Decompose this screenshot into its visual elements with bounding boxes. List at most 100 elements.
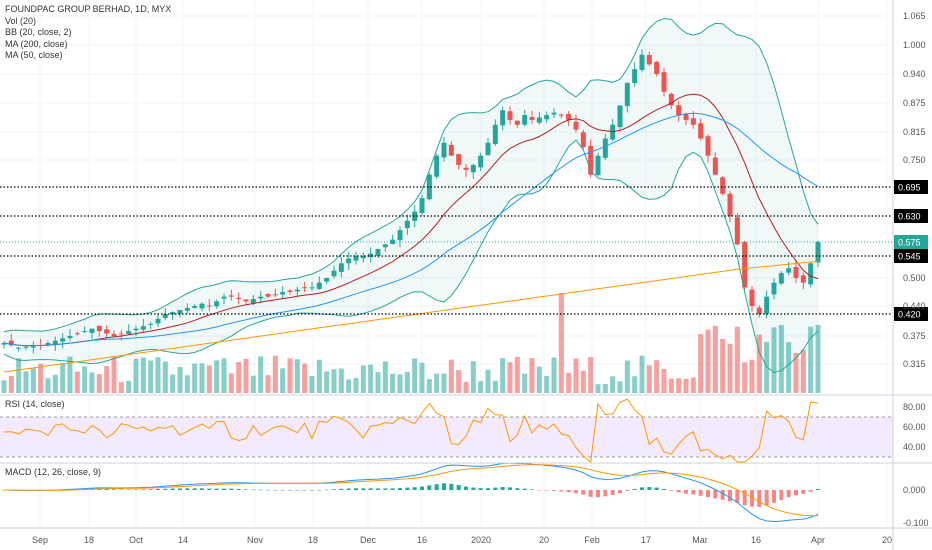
macd-histogram-bar	[251, 489, 256, 491]
candle-body	[485, 142, 491, 156]
price-tick-label: 0.750	[903, 155, 926, 165]
volume-bar	[192, 363, 198, 393]
macd-histogram-bar	[515, 488, 520, 490]
time-tick-label: 16	[417, 535, 427, 545]
macd-histogram-bar	[559, 490, 564, 492]
macd-tick-label: 0.000	[903, 485, 926, 495]
candle-body	[705, 136, 711, 156]
candle-body	[177, 310, 183, 314]
bollinger-basis	[3, 93, 819, 347]
candle-body	[236, 297, 242, 299]
macd-histogram-bar	[596, 490, 600, 498]
symbol-title[interactable]: FOUNDPAC GROUP BERHAD, 1D, MYX	[5, 4, 172, 14]
volume-bar	[133, 358, 139, 393]
time-tick-label: 18	[84, 535, 94, 545]
macd-histogram-bar	[310, 489, 314, 491]
macd-histogram-bar	[530, 489, 534, 490]
macd-histogram-bar	[456, 485, 461, 490]
candle-body	[668, 93, 674, 106]
macd-signal-line	[4, 464, 819, 517]
volume-bar	[30, 367, 36, 393]
candle-body	[742, 241, 748, 288]
volume-bar	[309, 375, 315, 393]
macd-histogram-bar	[698, 490, 703, 496]
candle-body	[676, 105, 682, 116]
candle-body	[786, 268, 792, 273]
time-tick-label: Oct	[129, 535, 144, 545]
volume-bar	[742, 362, 748, 393]
macd-histogram-bar	[625, 490, 630, 491]
macd-histogram-bar	[493, 487, 498, 490]
macd-histogram-bar	[632, 489, 637, 490]
macd-legend[interactable]: MACD (12, 26, close, 9)	[5, 467, 102, 477]
macd-histogram-bar	[478, 488, 483, 490]
candle-body	[441, 142, 447, 158]
volume-bar	[617, 381, 623, 393]
candle-body	[199, 303, 205, 309]
macd-histogram-bar	[332, 489, 336, 490]
volume-bar	[280, 368, 286, 393]
moving-average-lines	[3, 18, 819, 373]
macd-histogram-bar	[288, 489, 292, 491]
macd-histogram-bar	[676, 490, 681, 493]
legend-volume[interactable]: Vol (20)	[5, 15, 37, 26]
candle-body	[470, 164, 476, 173]
volume-bar	[111, 356, 117, 393]
macd-histogram-bar	[266, 489, 270, 491]
macd-histogram-bar	[808, 490, 813, 492]
candle-body	[221, 296, 227, 299]
candle-body	[522, 115, 528, 125]
macd-histogram-bar	[537, 490, 542, 491]
rsi-tick-label: 40.00	[903, 442, 926, 452]
volume-bar	[155, 357, 161, 393]
volume-bar	[668, 378, 674, 393]
legend-ma50[interactable]: MA (50, close)	[5, 50, 63, 60]
candle-body	[162, 314, 168, 318]
candle-body	[514, 120, 520, 125]
candle-body	[529, 116, 535, 120]
macd-histogram-bar	[581, 490, 586, 495]
volume-bar	[287, 358, 293, 393]
candle-body	[734, 217, 740, 245]
volume-bar	[331, 369, 337, 393]
macd-histogram-bar	[684, 490, 688, 494]
macd-histogram-bar	[728, 490, 732, 502]
candle-body	[698, 123, 704, 139]
volume-bar	[764, 342, 770, 393]
indicator-legend: FOUNDPAC GROUP BERHAD, 1D, MYX Vol (20) …	[5, 4, 171, 62]
candle-body	[228, 295, 234, 297]
legend-ma200[interactable]: MA (200, close)	[5, 38, 68, 49]
volume-bar	[602, 383, 608, 393]
rsi-legend[interactable]: RSI (14, close)	[5, 399, 65, 409]
macd-histogram-bar	[442, 483, 446, 490]
volume-bar	[654, 360, 660, 393]
time-tick-label: 17	[641, 535, 651, 545]
candle-body	[214, 301, 220, 307]
time-tick-label: Mar	[692, 535, 708, 545]
level-tag	[894, 180, 928, 194]
time-tick-label: Sep	[32, 535, 48, 545]
volume-bar	[426, 379, 432, 393]
volume-bars	[1, 293, 821, 393]
macd-histogram-bar	[647, 487, 652, 490]
price-tick-label: 0.375	[903, 331, 926, 341]
macd-histogram-bar	[104, 489, 109, 490]
legend-bollinger[interactable]: BB (20, close, 2)	[5, 27, 72, 37]
candle-body	[375, 249, 381, 256]
candle-body	[155, 318, 161, 324]
candle-body	[360, 256, 366, 259]
volume-bar	[536, 366, 542, 393]
candle-body	[353, 256, 359, 261]
volume-bar	[221, 358, 227, 393]
macd-histogram-bar	[354, 488, 358, 490]
volume-bar	[126, 380, 132, 393]
volume-bar	[302, 363, 308, 393]
volume-bar	[16, 358, 22, 393]
candle-body	[184, 308, 190, 311]
candle-body	[720, 177, 726, 194]
candle-body	[294, 289, 300, 292]
volume-bar	[60, 363, 66, 393]
macd-line	[3, 462, 819, 523]
volume-bar	[412, 358, 418, 393]
